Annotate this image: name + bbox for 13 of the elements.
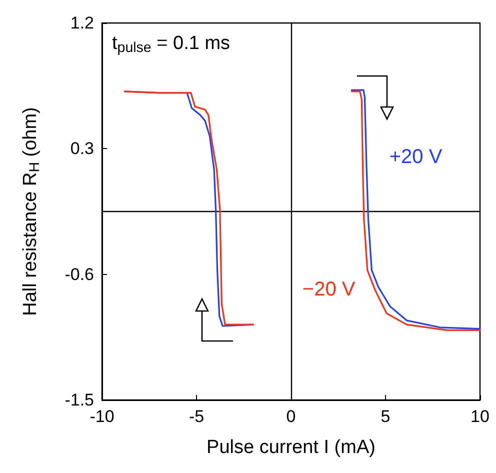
y-tick-label: -0.6 [64,264,94,284]
y-tick-label: 1.2 [70,14,94,32]
x-tick-label: 0 [286,407,296,426]
y-tick-label: -1.5 [64,390,94,410]
x-tick-label: -10 [90,407,114,426]
y-tick-label: 0.3 [70,139,94,158]
x-tick-label: 5 [380,407,390,426]
x-tick-label: 10 [470,407,490,426]
series-label: −20 V [302,278,356,301]
series-label: +20 V [389,146,443,168]
y-axis-title: Hall resistance RH (ohm) [20,107,43,316]
x-tick-label: -5 [188,407,204,426]
x-axis-title: Pulse current I (mA) [206,437,376,458]
